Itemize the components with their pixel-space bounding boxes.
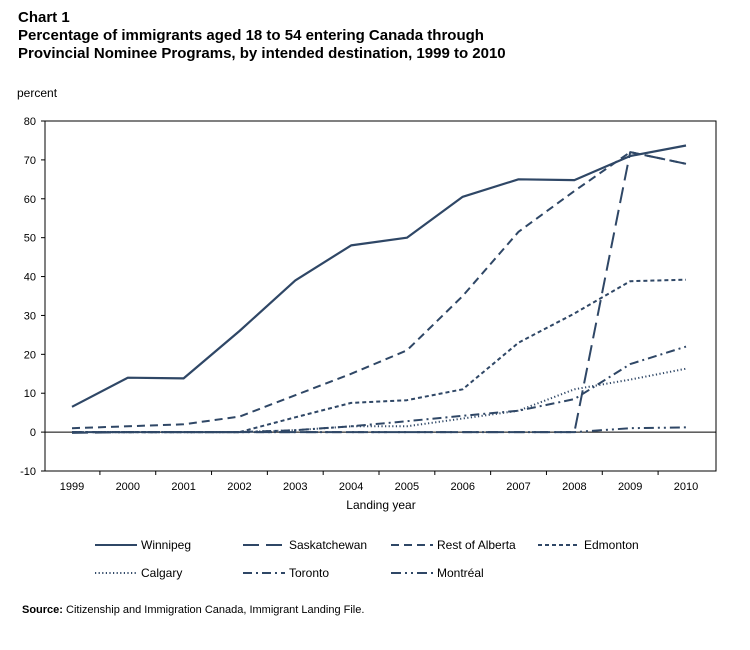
x-axis: 1999 2000 2001 2002 2003 2004 2005 2006 2007 2008… bbox=[60, 471, 698, 493]
x-tick-label: 2002 bbox=[227, 481, 251, 493]
series-line-winnipeg bbox=[71, 144, 687, 408]
x-axis-label: Landing year bbox=[346, 498, 415, 512]
y-tick-label: 10 bbox=[24, 388, 36, 400]
y-tick-label: -10 bbox=[20, 466, 36, 478]
plot-frame bbox=[44, 120, 717, 472]
x-tick-label: 2008 bbox=[562, 481, 586, 493]
chart-title-line2: Provincial Nominee Programs, by intended… bbox=[18, 45, 506, 62]
y-axis-label: percent bbox=[17, 86, 58, 100]
y-tick-label: 20 bbox=[24, 349, 36, 361]
series-line-montr-al bbox=[72, 426, 687, 434]
x-tick-label: 2009 bbox=[618, 481, 642, 493]
legend-label: Saskatchewan bbox=[289, 538, 367, 552]
y-tick-label: 70 bbox=[24, 155, 36, 167]
x-tick-label: 2000 bbox=[116, 481, 140, 493]
x-tick-label: 1999 bbox=[60, 481, 84, 493]
series-line-edmonton bbox=[72, 278, 687, 434]
y-tick-label: 60 bbox=[24, 194, 36, 206]
source-label: Source: bbox=[22, 604, 63, 616]
series-line-rest-of-alberta bbox=[71, 151, 687, 430]
legend-label: Montréal bbox=[437, 566, 484, 580]
legend-label: Edmonton bbox=[584, 538, 639, 552]
y-tick-label: 50 bbox=[24, 233, 36, 245]
source-note: Source: Citizenship and Immigration Cana… bbox=[22, 604, 364, 616]
y-axis: -10 0 10 20 30 40 50 60 70 80 bbox=[20, 116, 45, 478]
series-line-toronto bbox=[72, 345, 687, 434]
legend-label: Calgary bbox=[141, 566, 182, 580]
x-tick-label: 2010 bbox=[674, 481, 698, 493]
chart-header: Chart 1 Percentage of immigrants aged 18… bbox=[18, 9, 738, 63]
source-text: Citizenship and Immigration Canada, Immi… bbox=[66, 604, 365, 616]
y-tick-label: 30 bbox=[24, 310, 36, 322]
y-tick-label: 40 bbox=[24, 272, 36, 284]
series-lines bbox=[71, 144, 687, 434]
legend-label: Rest of Alberta bbox=[437, 538, 516, 552]
series-line-saskatchewan bbox=[71, 151, 687, 434]
legend-label: Toronto bbox=[289, 566, 329, 580]
x-tick-label: 2006 bbox=[450, 481, 474, 493]
chart-number: Chart 1 bbox=[18, 9, 70, 26]
legend: Winnipeg Saskatchewan Rest of Alberta Edmon… bbox=[95, 538, 639, 580]
x-tick-label: 2004 bbox=[339, 481, 363, 493]
y-tick-label: 0 bbox=[30, 427, 36, 439]
chart-title: Percentage of immigrants aged 18 to 54 e… bbox=[18, 27, 738, 63]
legend-label: Winnipeg bbox=[141, 538, 191, 552]
y-tick-label: 80 bbox=[24, 116, 36, 128]
x-tick-label: 2001 bbox=[171, 481, 195, 493]
x-tick-label: 2005 bbox=[395, 481, 419, 493]
x-tick-label: 2003 bbox=[283, 481, 307, 493]
chart-title-line1: Percentage of immigrants aged 18 to 54 e… bbox=[18, 27, 484, 44]
series-line-calgary bbox=[72, 367, 687, 434]
x-tick-label: 2007 bbox=[506, 481, 530, 493]
